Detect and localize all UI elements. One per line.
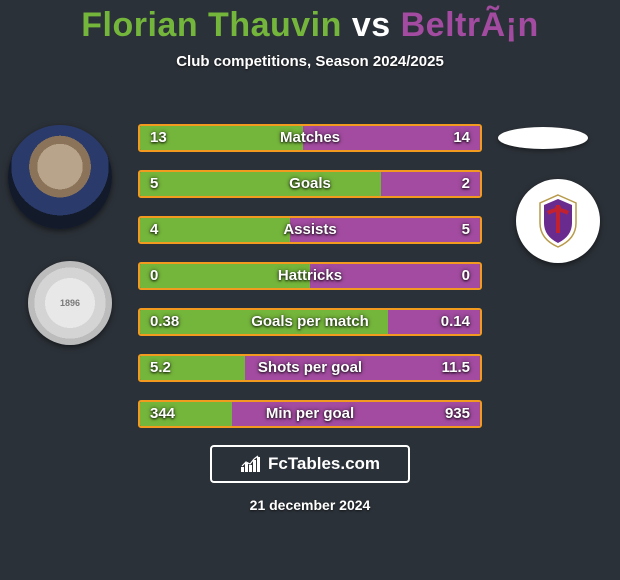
club2-badge (516, 179, 600, 263)
bar-row: 00Hattricks (138, 262, 482, 290)
club1-badge: 1896 (28, 261, 112, 345)
player2-name: BeltrÃ¡n (401, 6, 539, 44)
fctables-logo-icon (240, 455, 262, 473)
bar-row: 52Goals (138, 170, 482, 198)
bar-label: Hattricks (140, 264, 480, 288)
comparison-bars: 1314Matches 52Goals 45Assists 00Hattricks 0.… (138, 124, 482, 446)
player2-avatar (498, 127, 588, 149)
bar-row: 1314Matches (138, 124, 482, 152)
bar-label: Assists (140, 218, 480, 242)
player1-name: Florian Thauvin (81, 6, 342, 44)
bar-row: 344935Min per goal (138, 400, 482, 428)
footer-brand-box: FcTables.com (210, 445, 410, 483)
page-title: Florian Thauvin vs BeltrÃ¡n (0, 0, 620, 45)
bar-row: 45Assists (138, 216, 482, 244)
bar-row: 5.211.5Shots per goal (138, 354, 482, 382)
bar-label: Goals (140, 172, 480, 196)
bar-label: Shots per goal (140, 356, 480, 380)
fiorentina-icon (536, 193, 580, 249)
bar-label: Matches (140, 126, 480, 150)
bar-label: Goals per match (140, 310, 480, 334)
date-text: 21 december 2024 (0, 497, 620, 513)
player1-avatar (8, 125, 112, 229)
subtitle: Club competitions, Season 2024/2025 (0, 53, 620, 70)
bar-row: 0.380.14Goals per match (138, 308, 482, 336)
footer-brand-text: FcTables.com (268, 454, 380, 474)
vs-text: vs (342, 6, 401, 44)
bar-label: Min per goal (140, 402, 480, 426)
